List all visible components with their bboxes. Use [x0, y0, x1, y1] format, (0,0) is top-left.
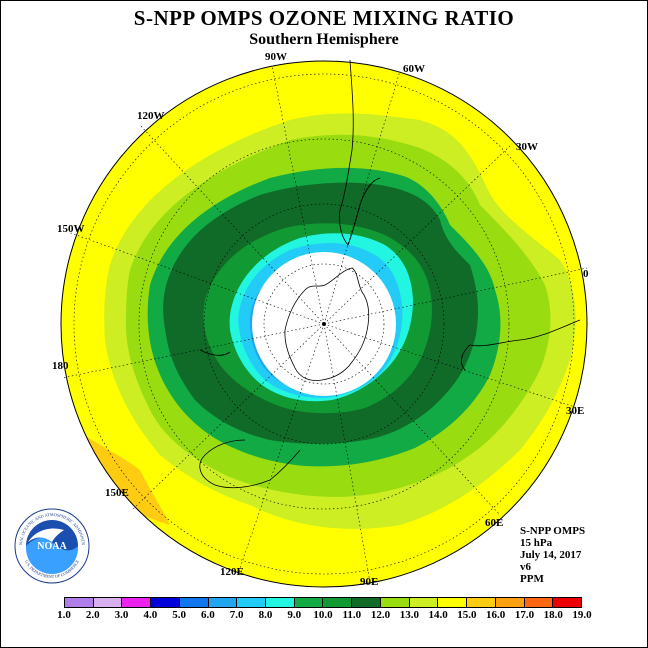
- info-date: July 14, 2017: [520, 549, 582, 561]
- coastlines: [199, 59, 581, 489]
- lon-label-60w: 60W: [403, 63, 425, 75]
- colorbar: [64, 597, 582, 608]
- colorbar-box: [352, 598, 381, 607]
- info-block: S-NPP OMPS 15 hPa July 14, 2017 v6 PPM: [520, 525, 585, 585]
- lon-label-30w: 30W: [516, 141, 538, 153]
- graticule: [61, 65, 588, 583]
- colorbar-tick-label: 19.0: [572, 609, 592, 621]
- new-zealand-coast: [199, 349, 231, 356]
- colorbar-tick-label: 14.0: [428, 609, 448, 621]
- colorbar-tick-label: 1.0: [57, 609, 71, 621]
- colorbar-tick-label: 15.0: [457, 609, 477, 621]
- lon-label-150e: 150E: [105, 487, 129, 499]
- info-units: PPM: [520, 573, 544, 585]
- colorbar-tick-label: 9.0: [287, 609, 302, 621]
- south-pole-marker: [322, 322, 326, 326]
- colorbar-tick-label: 6.0: [201, 609, 215, 621]
- lon-label-120e: 120E: [220, 566, 244, 578]
- lon-label-90e: 90E: [360, 576, 379, 588]
- colorbar-tick-label: 7.0: [229, 609, 244, 621]
- noaa-logo: NOAA NATIONAL OCEANIC AND ATMOSPHERIC AD…: [14, 508, 90, 584]
- colorbar-tick-labels: 1.0 2.0 3.0 4.0 5.0 6.0 7.0 8.0 9.0 10.0 11.0 12.0 1…: [0, 609, 648, 623]
- lon-label-30e: 30E: [566, 405, 585, 417]
- colorbar-tick-label: 5.0: [172, 609, 186, 621]
- lon-label-0: 0: [583, 268, 589, 280]
- colorbar-tick-label: 10.0: [313, 609, 333, 621]
- lon-label-90w: 90W: [265, 51, 287, 63]
- info-version: v6: [520, 561, 531, 573]
- colorbar-tick-label: 18.0: [543, 609, 563, 621]
- colorbar-box: [495, 598, 525, 607]
- lon-label-180: 180: [52, 360, 69, 372]
- colorbar-box: [122, 598, 152, 607]
- info-instrument: S-NPP OMPS: [520, 525, 586, 537]
- logo-text: NOAA: [37, 541, 67, 552]
- colorbar-box: [237, 598, 267, 607]
- colorbar-box: [380, 598, 410, 607]
- lon-label-150w: 150W: [57, 223, 85, 235]
- south-america-coast: [339, 59, 381, 246]
- antarctica-coast: [284, 267, 370, 381]
- colorbar-box: [438, 598, 468, 607]
- colorbar-tick-label: 3.0: [114, 609, 129, 621]
- colorbar-box: [553, 598, 581, 607]
- africa-coast: [460, 319, 581, 371]
- colorbar-box: [151, 598, 180, 607]
- colorbar-tick-label: 8.0: [258, 609, 273, 621]
- colorbar-box: [323, 598, 353, 607]
- colorbar-box: [179, 598, 209, 607]
- colorbar-tick-label: 13.0: [399, 609, 419, 621]
- colorbar-box: [93, 598, 123, 607]
- map-title: S-NPP OMPS OZONE MIXING RATIO: [133, 6, 515, 30]
- australia-coast: [199, 439, 301, 489]
- lon-label-120w: 120W: [137, 110, 165, 122]
- map-subtitle: Southern Hemisphere: [249, 31, 399, 48]
- colorbar-box: [266, 598, 295, 607]
- colorbar-box: [467, 598, 496, 607]
- colorbar-tick-label: 17.0: [514, 609, 535, 621]
- lon-label-60e: 60E: [485, 517, 504, 529]
- colorbar-tick-label: 11.0: [342, 609, 362, 621]
- info-level: 15 hPa: [520, 537, 553, 549]
- colorbar-tick-label: 12.0: [370, 609, 391, 621]
- colorbar-tick-label: 2.0: [85, 609, 100, 621]
- colorbar-box: [208, 598, 238, 607]
- colorbar-box: [524, 598, 554, 607]
- colorbar-box: [294, 598, 324, 607]
- colorbar-box: [65, 598, 94, 607]
- colorbar-tick-label: 4.0: [143, 609, 158, 621]
- colorbar-box: [409, 598, 439, 607]
- map-boundary: [60, 60, 588, 588]
- colorbar-tick-label: 16.0: [486, 609, 506, 621]
